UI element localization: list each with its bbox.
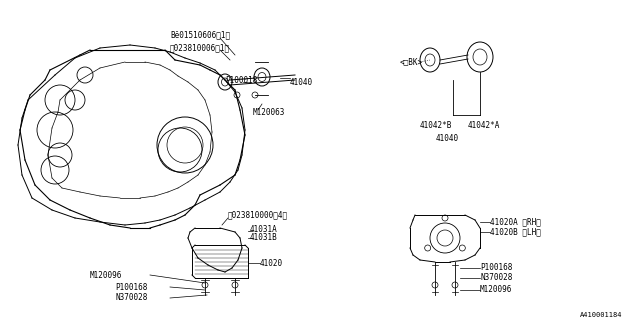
Text: N370028: N370028	[480, 274, 513, 283]
Text: 41040: 41040	[290, 77, 313, 86]
Text: P100018: P100018	[225, 76, 257, 84]
Text: 41020: 41020	[260, 259, 283, 268]
Text: N370028: N370028	[115, 293, 147, 302]
Text: ⓝ023810006（1）: ⓝ023810006（1）	[170, 44, 230, 52]
Text: 41042*A: 41042*A	[468, 121, 500, 130]
Text: P100168: P100168	[115, 283, 147, 292]
Text: 41042*B: 41042*B	[420, 121, 452, 130]
Text: P100168: P100168	[480, 263, 513, 273]
Text: 41020B 〈LH〉: 41020B 〈LH〉	[490, 228, 541, 236]
Text: ⓝ023810000（4）: ⓝ023810000（4）	[228, 211, 288, 220]
Text: M120063: M120063	[253, 108, 285, 116]
Text: 41020A 〈RH〉: 41020A 〈RH〉	[490, 218, 541, 227]
Text: A410001184: A410001184	[580, 312, 623, 318]
Text: M120096: M120096	[90, 270, 122, 279]
Text: M120096: M120096	[480, 285, 513, 294]
Text: 41031B: 41031B	[250, 234, 278, 243]
Text: <□BK>: <□BK>	[400, 58, 423, 67]
Text: 41031A: 41031A	[250, 226, 278, 235]
Text: Bĕ01510606（1）: Bĕ01510606（1）	[170, 30, 230, 39]
Text: 41040: 41040	[435, 133, 459, 142]
